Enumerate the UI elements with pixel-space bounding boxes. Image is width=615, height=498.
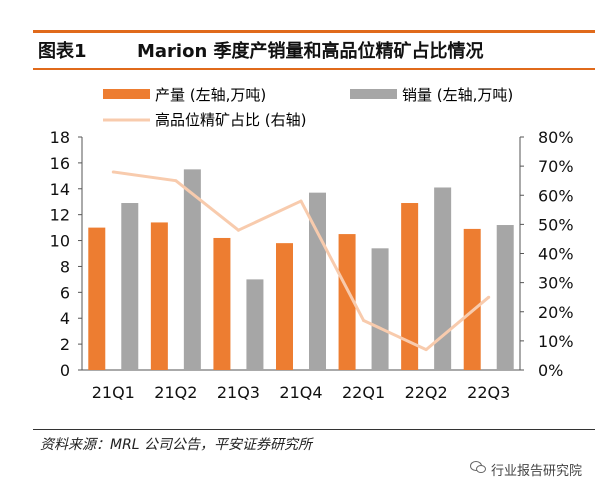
legend-swatch-sales <box>350 89 397 99</box>
right-tick-label: 0% <box>538 361 563 380</box>
share-point <box>362 318 366 322</box>
chart-svg: 产量 (左轴,万吨) 销量 (左轴,万吨) 高品位精矿占比 (右轴) 0 2 4 6 8… <box>50 86 574 402</box>
right-tick-label: 40% <box>538 245 574 264</box>
watermark: 行业报告研究院 <box>491 464 583 479</box>
bar-production <box>401 203 419 370</box>
bar-sales <box>246 279 264 370</box>
x-tick-label: 22Q1 <box>342 383 385 402</box>
right-tick-label: 10% <box>538 332 574 351</box>
share-point <box>236 228 240 232</box>
left-tick-label: 18 <box>50 128 70 147</box>
legend: 产量 (左轴,万吨) 销量 (左轴,万吨) 高品位精矿占比 (右轴) <box>103 86 513 129</box>
bar-production <box>338 234 356 370</box>
left-tick-label: 8 <box>60 257 70 276</box>
bar-sales <box>183 169 201 370</box>
bar-production <box>150 222 168 370</box>
left-tick-label: 12 <box>50 206 70 225</box>
bar-sales <box>434 187 452 370</box>
share-point <box>299 199 303 203</box>
x-tick-label: 21Q1 <box>92 383 135 402</box>
title-rule-top <box>33 30 595 33</box>
bar-sales <box>309 192 326 370</box>
bar-sales <box>371 248 389 370</box>
left-tick-label: 0 <box>60 361 70 380</box>
legend-label-sales: 销量 (左轴,万吨) <box>402 86 513 104</box>
legend-swatch-production <box>103 89 150 99</box>
bar-production <box>88 227 106 370</box>
share-line <box>111 170 491 352</box>
bar-production <box>463 228 481 370</box>
share-point <box>424 348 428 352</box>
right-tick-label: 50% <box>538 215 574 234</box>
x-tick-label: 21Q3 <box>217 383 260 402</box>
right-tick-label: 30% <box>538 274 574 293</box>
title-rule-bottom <box>33 68 595 70</box>
bar-sales <box>121 203 139 370</box>
x-tick-label: 22Q2 <box>405 383 448 402</box>
x-tick-label: 22Q3 <box>467 383 510 402</box>
source-rule <box>33 429 595 430</box>
left-tick-label: 4 <box>60 309 70 328</box>
right-tick-label: 60% <box>538 186 574 205</box>
figure-label: 图表1 <box>38 41 87 62</box>
legend-label-production: 产量 (左轴,万吨) <box>155 86 266 104</box>
bar-production <box>276 243 293 370</box>
bar-production <box>213 237 231 370</box>
left-tick-label: 2 <box>60 335 70 354</box>
figure-title: Marion 季度产销量和高品位精矿占比情况 <box>137 41 484 62</box>
legend-label-share: 高品位精矿占比 (右轴) <box>155 111 306 129</box>
x-tick-label: 21Q2 <box>154 383 197 402</box>
right-tick-label: 70% <box>538 157 574 176</box>
axes: 0 2 4 6 8 10 12 14 16 18 0% 10% 20% 30% 40% 50% 60% 70% 80… <box>50 128 574 402</box>
right-tick-label: 20% <box>538 303 574 322</box>
share-point <box>111 170 115 174</box>
left-tick-label: 10 <box>50 232 70 251</box>
bars <box>88 169 514 370</box>
source-note: 资料来源：MRL 公司公告，平安证券研究所 <box>40 437 313 453</box>
left-tick-label: 16 <box>50 154 70 173</box>
right-tick-label: 80% <box>538 128 574 147</box>
share-point <box>174 179 178 183</box>
bar-sales <box>496 225 514 370</box>
wechat-icon <box>470 461 486 473</box>
x-tick-label: 21Q4 <box>279 383 322 402</box>
share-point <box>487 295 491 299</box>
left-tick-label: 14 <box>50 180 70 199</box>
left-tick-label: 6 <box>60 283 70 302</box>
share-polyline <box>113 170 490 352</box>
